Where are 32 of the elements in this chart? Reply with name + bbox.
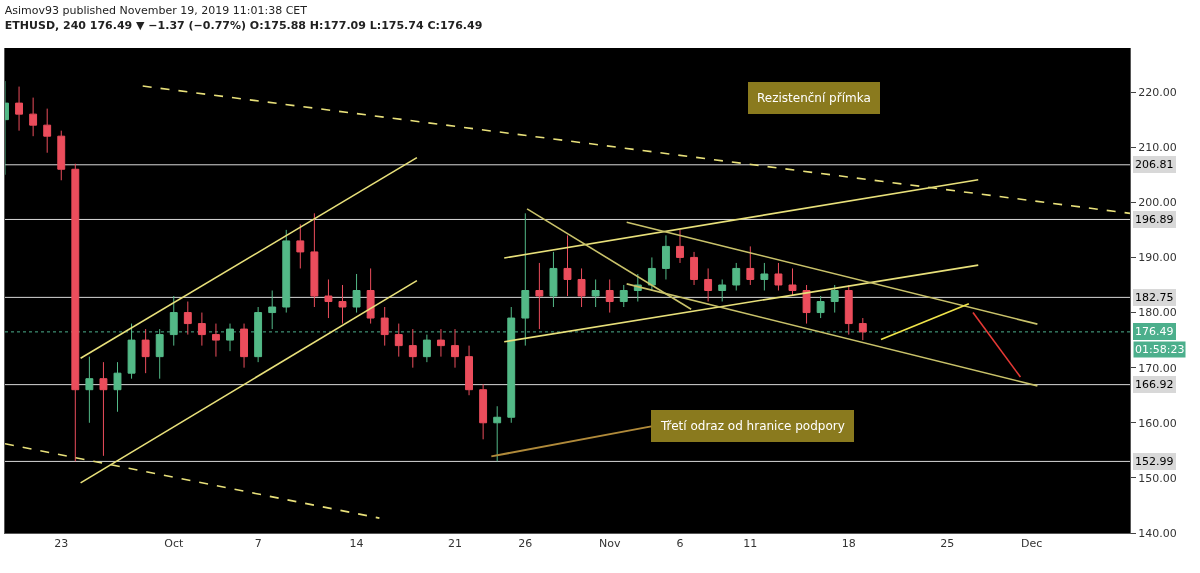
x-tick-label: Nov bbox=[598, 537, 621, 551]
ref-line-label: 206.81 bbox=[1135, 158, 1174, 171]
chart-title: Asimov93 published November 19, 2019 11:01:38 CET bbox=[4, 4, 308, 18]
ref-line-label: 196.89 bbox=[1135, 213, 1174, 226]
x-tick-label: 7 bbox=[254, 537, 262, 551]
x-tick-label: 18 bbox=[841, 537, 856, 551]
x-tick-label: 23 bbox=[54, 537, 69, 551]
y-tick-label: 140.00 bbox=[1138, 526, 1177, 540]
y-tick-label: 190.00 bbox=[1138, 251, 1177, 265]
y-tick-label: 180.00 bbox=[1138, 306, 1177, 320]
x-tick-label: Dec bbox=[1020, 537, 1043, 551]
x-tick-label: 26 bbox=[518, 537, 533, 551]
y-tick-label: 160.00 bbox=[1138, 416, 1177, 430]
annotation: Rezistenční přímka bbox=[757, 91, 871, 105]
x-tick-label: Oct bbox=[164, 537, 184, 551]
y-tick-label: 200.00 bbox=[1138, 196, 1177, 210]
x-tick-label: 25 bbox=[940, 537, 955, 551]
y-tick-label: 170.00 bbox=[1138, 361, 1177, 375]
chart-subtitle: ETHUSD, 240 176.49 ▼ −1.37 (−0.77%) O:175.88 H:177.09 L:175.74 C:176.49 bbox=[4, 18, 483, 32]
annotation: Třetí odraz od hranice podpory bbox=[660, 419, 845, 433]
y-tick-label: 210.00 bbox=[1138, 141, 1177, 155]
y-tick-label: 220.00 bbox=[1138, 85, 1177, 99]
text: 01:58:23 bbox=[1135, 343, 1185, 356]
x-tick-label: 11 bbox=[743, 537, 758, 551]
ref-line-label: 182.75 bbox=[1135, 291, 1174, 304]
x-tick-label: 6 bbox=[676, 537, 684, 551]
ref-line-label: 176.49 bbox=[1135, 325, 1174, 338]
y-tick-label: 150.00 bbox=[1138, 471, 1177, 485]
ref-line-label: 166.92 bbox=[1135, 378, 1174, 391]
x-tick-label: 14 bbox=[349, 537, 364, 551]
x-tick-label: 21 bbox=[448, 537, 462, 551]
ref-line-label: 152.99 bbox=[1135, 455, 1174, 468]
